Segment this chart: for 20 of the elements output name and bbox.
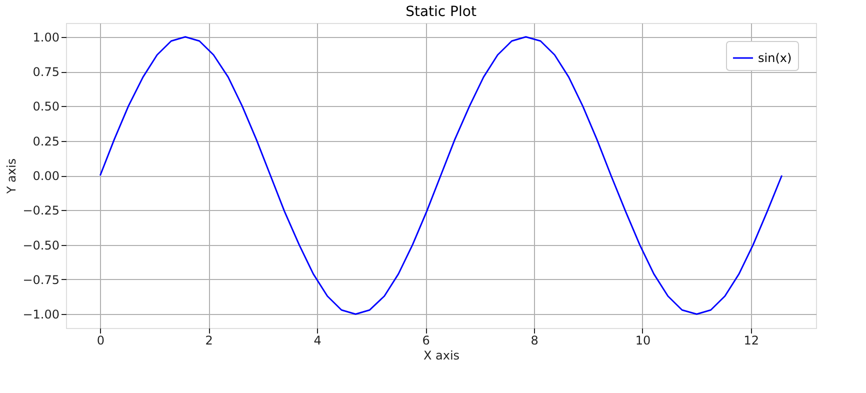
x-axis-title: X axis [423,348,460,362]
y-axis-title: Y axis [4,158,19,195]
y-tick-label: 1.00 [32,30,60,44]
x-tick-label: 12 [744,334,760,348]
x-tick-label: 6 [422,334,430,348]
y-tick-label: −0.75 [22,272,60,287]
x-tick-label: 0 [96,334,104,348]
chart-title: Static Plot [406,4,477,20]
y-tick-label: −0.25 [22,204,60,218]
x-tick-label: 8 [530,334,538,348]
legend-label: sin(x) [758,51,792,65]
y-tick-label: 0.50 [32,100,60,114]
y-tick-label: 0.25 [32,134,60,148]
y-tick-label: −1.00 [22,308,60,322]
x-tick-label: 2 [205,334,213,348]
y-tick-label: −0.50 [22,238,60,252]
y-tick-label: 0.75 [32,65,60,80]
x-tick-label: 4 [314,334,322,348]
x-tick-label: 10 [635,334,651,348]
y-tick-label: 0.00 [32,169,60,183]
